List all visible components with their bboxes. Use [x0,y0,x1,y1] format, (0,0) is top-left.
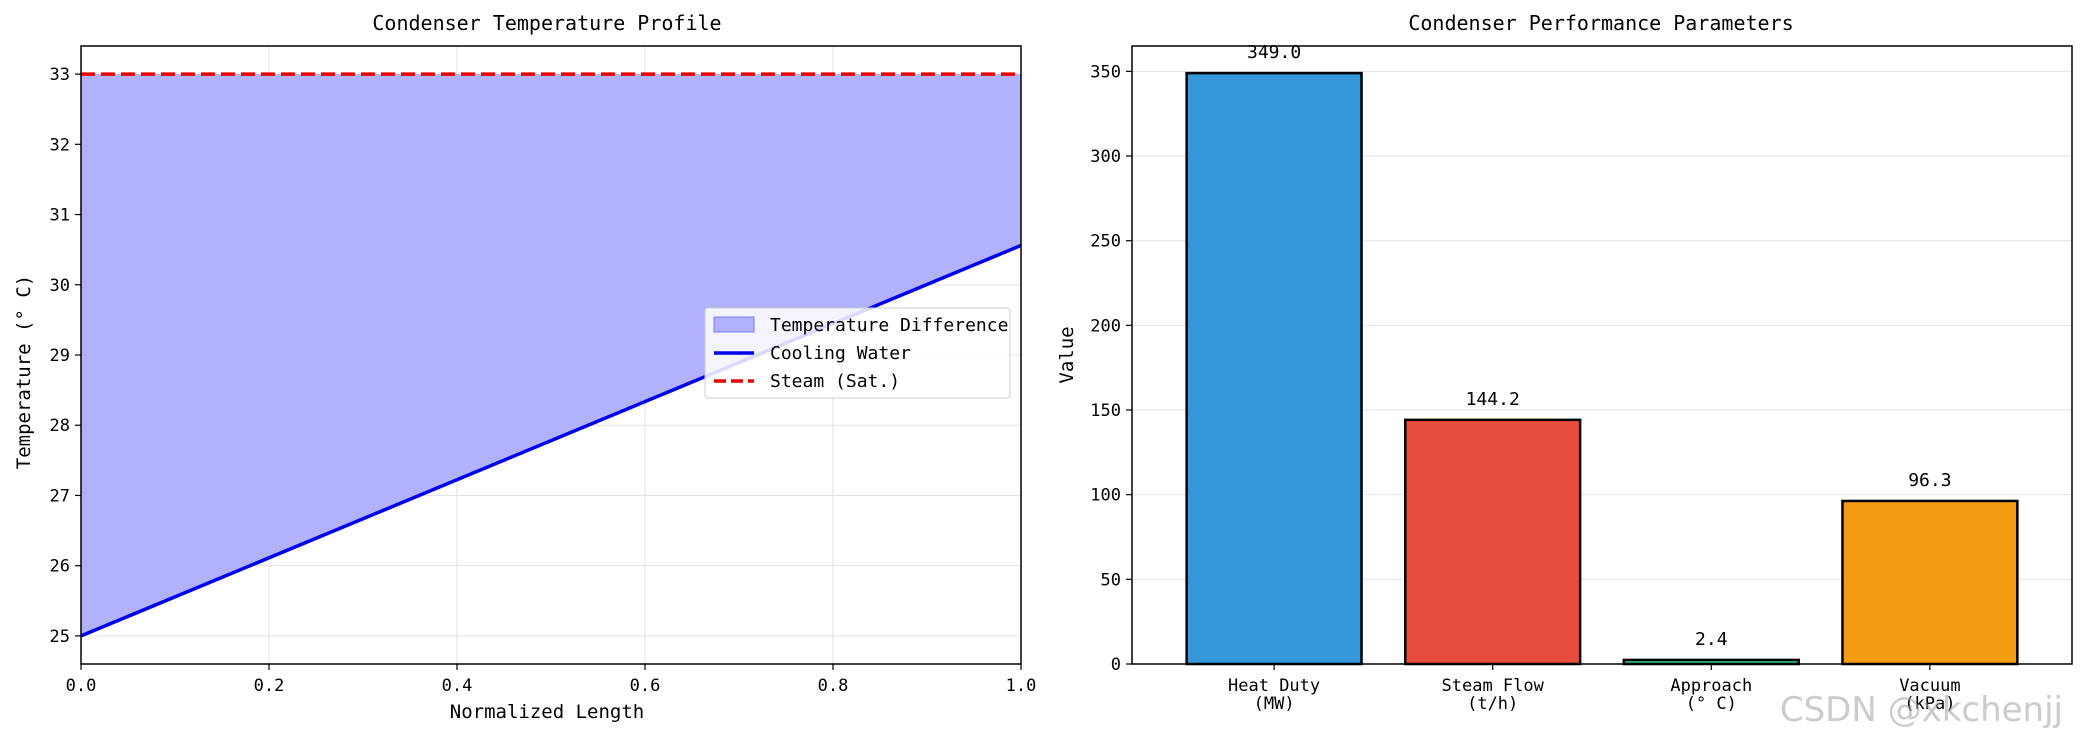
y-tick-label: 32 [50,135,70,155]
x-tick-label: (kPa) [1904,694,1955,714]
y-tick-label: 200 [1090,316,1121,336]
y-tick-label: 250 [1090,232,1121,252]
x-tick-label: (t/h) [1467,694,1518,714]
y-tick-label: 33 [50,65,70,85]
bar-value-label: 96.3 [1908,470,1951,491]
x-tick-label: (° C) [1686,694,1737,714]
x-tick-label: Steam Flow [1442,676,1545,696]
x-tick-label: 0.6 [630,676,661,696]
y-tick-label: 30 [50,276,70,296]
y-axis-label: Temperature (° C) [13,275,35,469]
y-tick-label: 26 [50,557,70,577]
legend-label: Cooling Water [770,343,911,364]
y-tick-label: 31 [50,206,70,226]
axis-ticks: 0.0 0.2 0.4 0.6 0.8 1.0 25 26 27 28 29 30 31 32 33 [50,65,1037,696]
x-axis-label: Normalized Length [450,701,644,723]
bar-value-label: 144.2 [1466,389,1520,410]
legend-box [704,307,1011,399]
y-tick-label: 50 [1101,570,1121,590]
x-tick-label: Vacuum [1899,676,1960,696]
x-tick-label: 1.0 [1006,676,1037,696]
x-tick-label: 0.2 [254,676,285,696]
legend: Temperature Difference Cooling Water Steam… [704,307,1011,399]
bars: 349.0 144.2 2.4 96.3 [1185,42,2019,666]
y-tick-label: 27 [50,486,70,506]
legend-swatch [713,316,755,333]
axis-ticks: 0 50 100 150 200 250 300 350 Heat Duty(MW) Steam … [1090,62,1960,714]
x-tick-label: 0.8 [818,676,849,696]
chart-title: Condenser Performance Parameters [1408,11,1793,35]
temperature-profile-chart: Condenser Temperature Profile 0.0 0.2 0.4 0… [13,11,1036,723]
y-tick-label: 25 [50,627,70,647]
bar-value-label: 2.4 [1695,629,1728,650]
y-tick-label: 300 [1090,147,1121,167]
performance-parameters-chart: Condenser Performance Parameters 349.0 14… [1056,11,2073,714]
y-tick-label: 100 [1090,486,1121,506]
plot-frame [1131,45,2073,665]
bar [1404,418,1582,666]
bar-value-label: 349.0 [1247,42,1301,63]
y-tick-label: 150 [1090,401,1121,421]
x-tick-label: 0.0 [66,676,97,696]
y-tick-label: 29 [50,346,70,366]
legend-label: Steam (Sat.) [770,371,900,392]
x-tick-label: (MW) [1254,694,1295,714]
watermark-text: CSDN @xkchenjj [1779,690,2063,730]
y-axis-label: Value [1056,326,1078,383]
bar [1841,499,2019,666]
y-tick-label: 350 [1090,62,1121,82]
x-tick-label: 0.4 [442,676,473,696]
temperature-difference-fill [81,74,1021,636]
x-tick-label: Approach [1670,676,1752,696]
y-tick-label: 0 [1111,655,1121,675]
x-tick-label: Heat Duty [1228,676,1320,696]
y-tick-label: 28 [50,416,70,436]
bar [1185,71,1363,666]
legend-label: Temperature Difference [770,315,1008,336]
chart-title: Condenser Temperature Profile [372,11,721,35]
